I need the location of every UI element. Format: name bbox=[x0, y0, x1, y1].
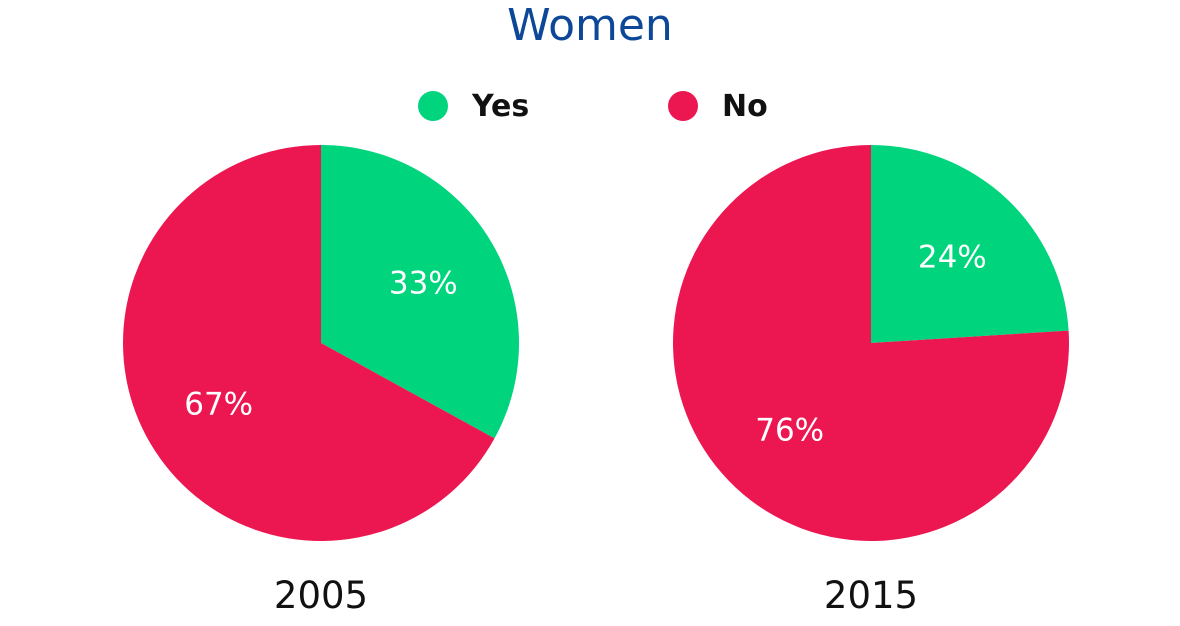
pie-2005-slice-yes bbox=[321, 145, 520, 439]
pie-2015-label-yes: 24% bbox=[918, 239, 987, 275]
pie-year-label-2005: 2005 bbox=[274, 574, 368, 617]
pie-2015: 24% 76% 2015 bbox=[673, 145, 1070, 617]
legend-swatch-yes bbox=[418, 91, 448, 121]
legend-label-yes: Yes bbox=[472, 88, 530, 124]
legend-item-no: No bbox=[668, 84, 768, 128]
pie-2015-slice-yes bbox=[871, 145, 1069, 343]
legend-swatch-no bbox=[668, 91, 698, 121]
pie-2005: 33% 67% 2005 bbox=[123, 145, 520, 617]
pie-2005-label-no: 67% bbox=[184, 387, 253, 423]
pie-2005-label-yes: 33% bbox=[389, 266, 458, 302]
chart-title: Women bbox=[507, 0, 673, 51]
pie-2015-label-no: 76% bbox=[755, 413, 824, 449]
pie-2015-slice-no bbox=[673, 145, 1070, 541]
legend-item-yes: Yes bbox=[418, 84, 529, 128]
legend: Yes No bbox=[0, 84, 1180, 128]
pie-year-label-2015: 2015 bbox=[824, 574, 918, 617]
pie-2005-slice-no bbox=[123, 145, 495, 541]
legend-label-no: No bbox=[722, 88, 768, 124]
